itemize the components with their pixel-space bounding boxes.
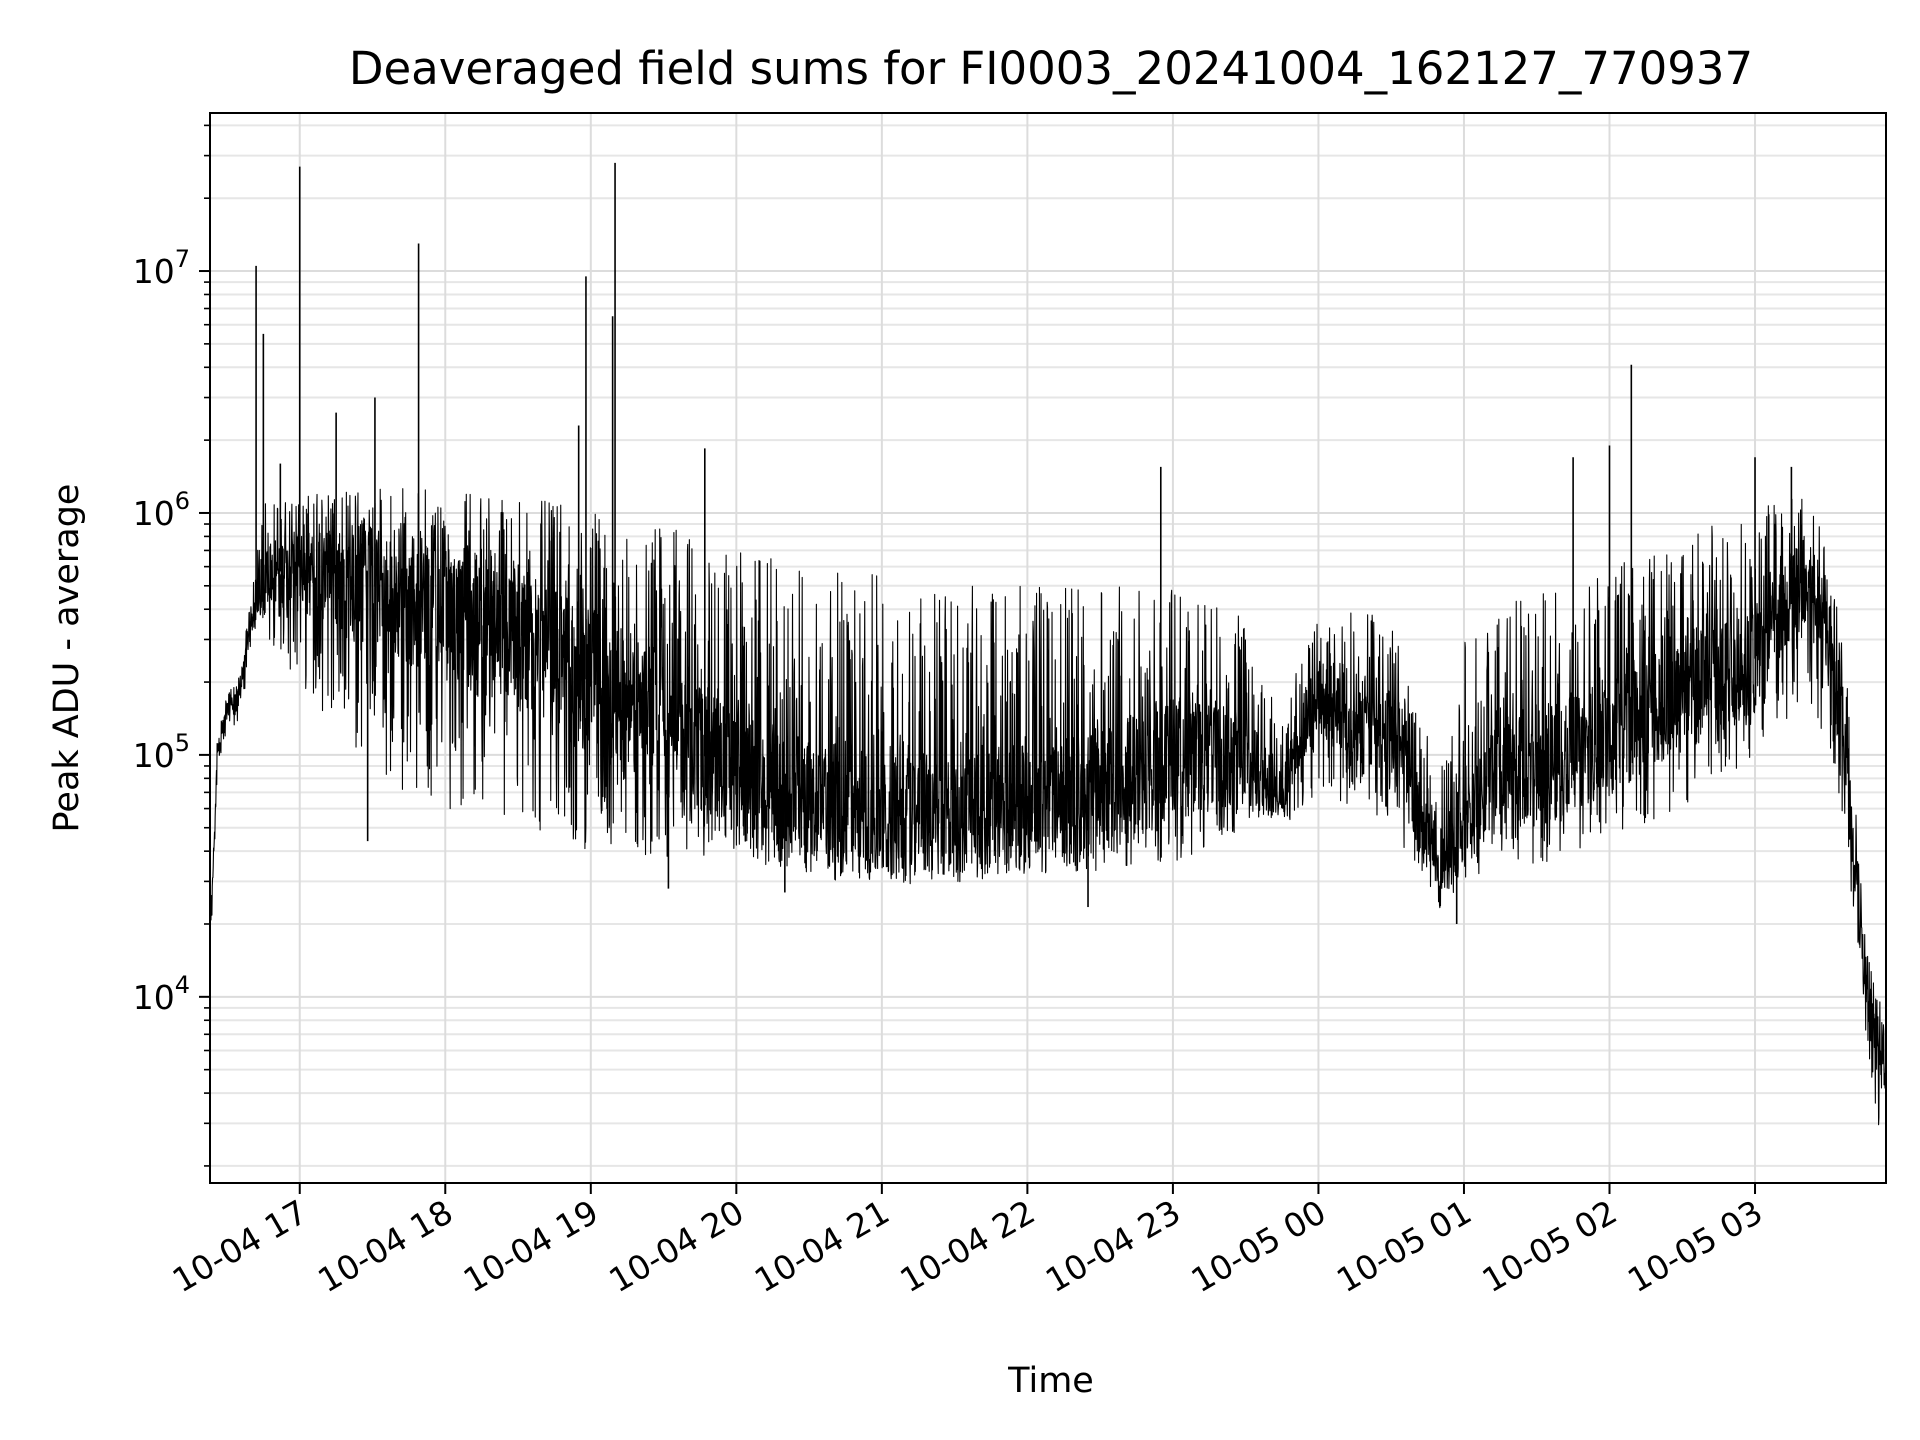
y-tick-label: 104	[133, 971, 190, 1017]
plot-frame	[209, 112, 1887, 1184]
chart-title: Deaveraged field sums for FI0003_2024100…	[349, 42, 1753, 95]
x-axis-label: Time	[1007, 1361, 1094, 1401]
y-tick-label: 105	[133, 729, 190, 775]
y-tick-label: 106	[133, 487, 190, 533]
series	[209, 162, 1887, 1126]
y-tick-label: 107	[133, 245, 190, 291]
grid	[210, 113, 1886, 1183]
series-line	[209, 488, 1887, 1126]
y-axis-label: Peak ADU - average	[47, 484, 87, 833]
